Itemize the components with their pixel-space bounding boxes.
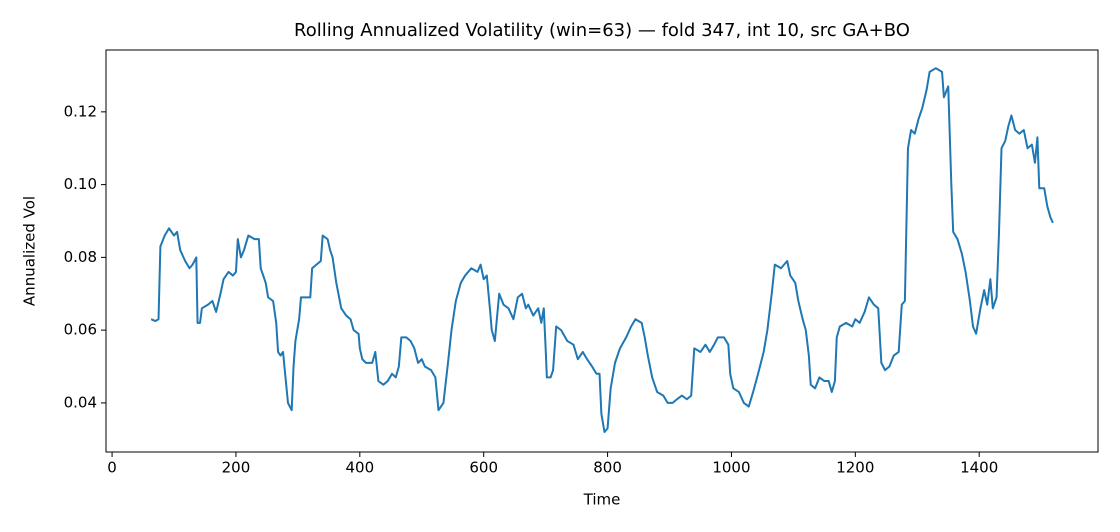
y-tick-label: 0.04 xyxy=(64,393,97,411)
line-series xyxy=(150,67,1054,433)
x-tick-label: 1000 xyxy=(712,459,750,477)
x-tick-label: 0 xyxy=(107,459,117,477)
x-tick-label: 1200 xyxy=(836,459,874,477)
x-tick-label: 1400 xyxy=(960,459,998,477)
x-axis-label: Time xyxy=(583,491,621,509)
y-tick-label: 0.08 xyxy=(64,248,97,266)
x-tick-label: 200 xyxy=(222,459,251,477)
y-tick-label: 0.06 xyxy=(64,321,97,339)
x-tick-label: 600 xyxy=(469,459,498,477)
chart-title: Rolling Annualized Volatility (win=63) —… xyxy=(294,20,910,41)
x-tick-label: 800 xyxy=(593,459,622,477)
plot-frame xyxy=(105,49,1099,453)
y-tick-label: 0.12 xyxy=(64,102,97,120)
y-axis-label: Annualized Vol xyxy=(21,196,39,306)
x-tick-label: 400 xyxy=(346,459,375,477)
y-tick-label: 0.10 xyxy=(64,175,97,193)
